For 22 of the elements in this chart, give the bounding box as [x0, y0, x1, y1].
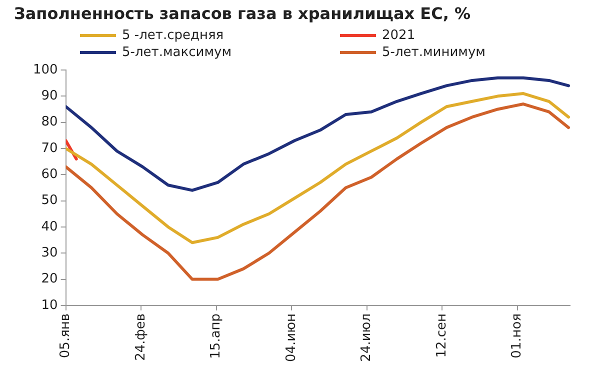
y-tick-label: 90 — [41, 88, 58, 104]
legend-label: 5-лет.максимум — [122, 45, 232, 60]
y-tick-label: 80 — [41, 114, 58, 130]
y-tick-label: 100 — [32, 62, 58, 78]
legend-label: 2021 — [382, 28, 416, 43]
x-tick-label: 24.июл — [359, 313, 374, 362]
y-tick-label: 70 — [41, 140, 58, 156]
y-tick-label: 20 — [41, 272, 58, 287]
y-tick-label: 10 — [41, 298, 58, 313]
chart-title: Заполненность запасов газа в хранилищах ЕС, % — [14, 4, 471, 23]
x-tick-label: 01.ноя — [510, 313, 525, 358]
y-tick-label: 50 — [41, 193, 58, 208]
legend-label: 5 -лет.средняя — [122, 28, 224, 43]
x-tick-label: 12.сен — [434, 313, 450, 358]
x-tick-label: 04.июн — [284, 313, 299, 362]
y-tick-label: 40 — [41, 219, 58, 234]
x-tick-label: 05.янв — [58, 313, 74, 358]
x-tick-label: 24.фев — [133, 313, 148, 361]
x-tick-label: 15.апр — [208, 313, 224, 359]
y-tick-label: 30 — [41, 245, 58, 260]
legend-label: 5-лет.минимум — [382, 45, 486, 60]
y-tick-label: 60 — [41, 167, 58, 182]
